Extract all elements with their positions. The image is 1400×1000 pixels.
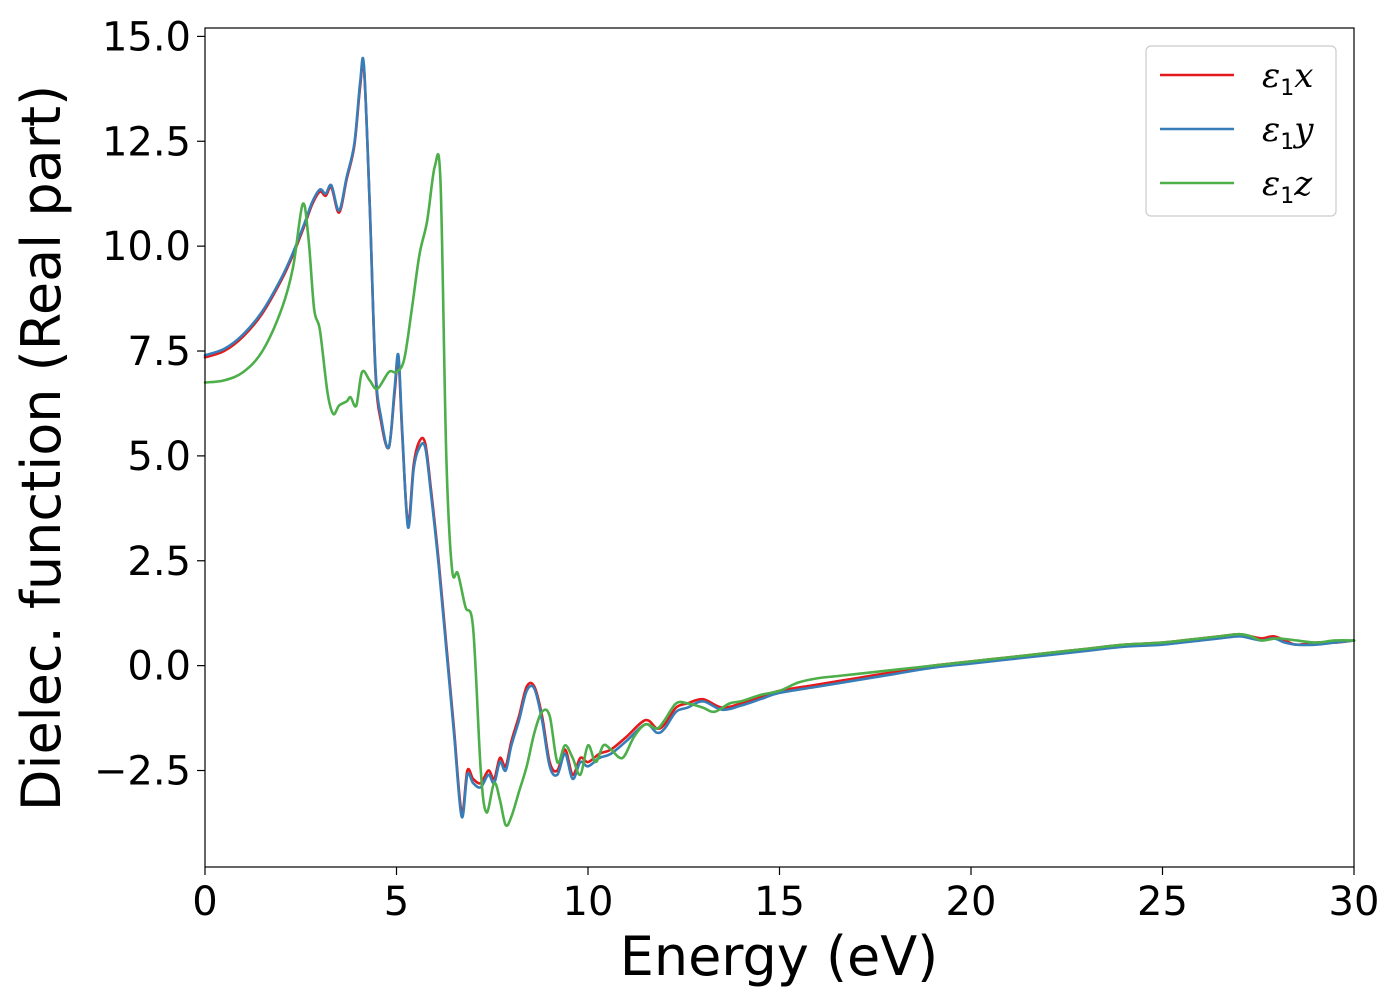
y-tick-label: 15.0 <box>102 14 191 60</box>
x-tick-label: 15 <box>754 879 805 925</box>
legend-subscript: 1 <box>1280 130 1294 155</box>
legend-label-x: ε1x <box>1262 56 1313 101</box>
x-axis-label: Energy (eV) <box>620 925 939 988</box>
legend-variable: y <box>1292 110 1314 150</box>
y-axis: −2.5 0.0 2.5 5.0 7.5 10.0 12.5 15.0 <box>94 14 205 795</box>
series-line-z <box>203 152 1356 828</box>
x-tick-label: 10 <box>563 879 614 925</box>
legend-symbol: ε <box>1262 110 1280 150</box>
x-tick-label: 20 <box>946 879 997 925</box>
y-tick-label: 2.5 <box>127 539 191 585</box>
legend-label-y: ε1y <box>1262 110 1314 155</box>
x-axis: 0 5 10 15 20 25 30 <box>192 867 1379 925</box>
y-tick-label: 12.5 <box>102 119 191 165</box>
y-axis-label: Dielec. function (Real part) <box>10 85 73 811</box>
legend-variable: z <box>1293 164 1313 204</box>
legend-symbol: ε <box>1262 56 1280 96</box>
legend-symbol: ε <box>1262 164 1280 204</box>
x-tick-label: 25 <box>1137 879 1188 925</box>
legend-variable: x <box>1294 56 1313 96</box>
y-tick-label: 0.0 <box>127 644 191 690</box>
legend-subscript: 1 <box>1280 184 1294 209</box>
x-tick-label: 0 <box>192 879 217 925</box>
x-tick-label: 30 <box>1329 879 1380 925</box>
y-tick-label: 5.0 <box>127 434 191 480</box>
legend-subscript: 1 <box>1280 76 1294 101</box>
series-layer <box>203 56 1356 828</box>
y-tick-label: −2.5 <box>94 749 191 795</box>
legend-label-z: ε1z <box>1262 164 1313 209</box>
y-tick-label: 10.0 <box>102 224 191 270</box>
series-line-y <box>203 56 1356 819</box>
y-tick-label: 7.5 <box>127 329 191 375</box>
legend-box <box>1145 45 1337 217</box>
x-tick-label: 5 <box>384 879 409 925</box>
